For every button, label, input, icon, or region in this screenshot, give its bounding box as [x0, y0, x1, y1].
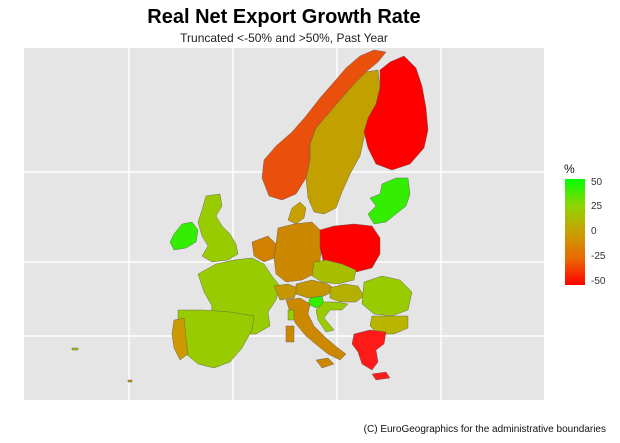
- map-panel: [24, 48, 544, 400]
- legend-tick-label: -25: [591, 251, 606, 262]
- legend-tick-label: 25: [591, 201, 603, 212]
- region-czechia: [311, 259, 357, 285]
- legend-tick: [585, 207, 589, 208]
- legend-tick: [585, 257, 589, 258]
- region-spain: [177, 309, 255, 369]
- map-gridlines: [24, 48, 544, 400]
- legend-tick: [585, 232, 589, 233]
- legend-tick: [585, 183, 589, 184]
- chart-subtitle: Truncated <-50% and >50%, Past Year: [180, 31, 388, 45]
- region-denmark: [287, 201, 307, 225]
- region-canary-island: [71, 347, 79, 351]
- region-corsica: [287, 309, 295, 321]
- region-benelux: [251, 235, 277, 263]
- region-azores-island: [127, 379, 133, 383]
- legend-tick-label: 0: [591, 226, 597, 237]
- region-finland: [363, 55, 429, 171]
- region-uk: [197, 193, 239, 263]
- region-hungary: [329, 283, 365, 303]
- region-baltics: [367, 177, 411, 225]
- europe-map: [24, 48, 544, 400]
- region-portugal: [171, 317, 189, 361]
- color-legend: % 50 25 0 -25 -50: [560, 162, 610, 292]
- chart-title: Real Net Export Growth Rate: [147, 6, 421, 28]
- legend-colorbar: [565, 179, 585, 285]
- region-romania: [361, 275, 413, 317]
- legend-tick-label: 50: [591, 177, 603, 188]
- legend-tick: [585, 282, 589, 283]
- legend-title: %: [564, 162, 575, 176]
- region-switzerland: [273, 283, 299, 301]
- region-greece-crete: [371, 371, 391, 381]
- region-sicily: [315, 357, 335, 369]
- legend-tick-label: -50: [591, 276, 606, 287]
- region-bulgaria: [369, 315, 409, 335]
- region-croatia: [315, 301, 349, 333]
- region-greece: [351, 329, 387, 371]
- region-sardinia: [285, 325, 295, 343]
- region-italy: [285, 297, 347, 361]
- region-ireland: [169, 221, 199, 251]
- credit-text: (C) EuroGeographics for the administrati…: [363, 424, 606, 435]
